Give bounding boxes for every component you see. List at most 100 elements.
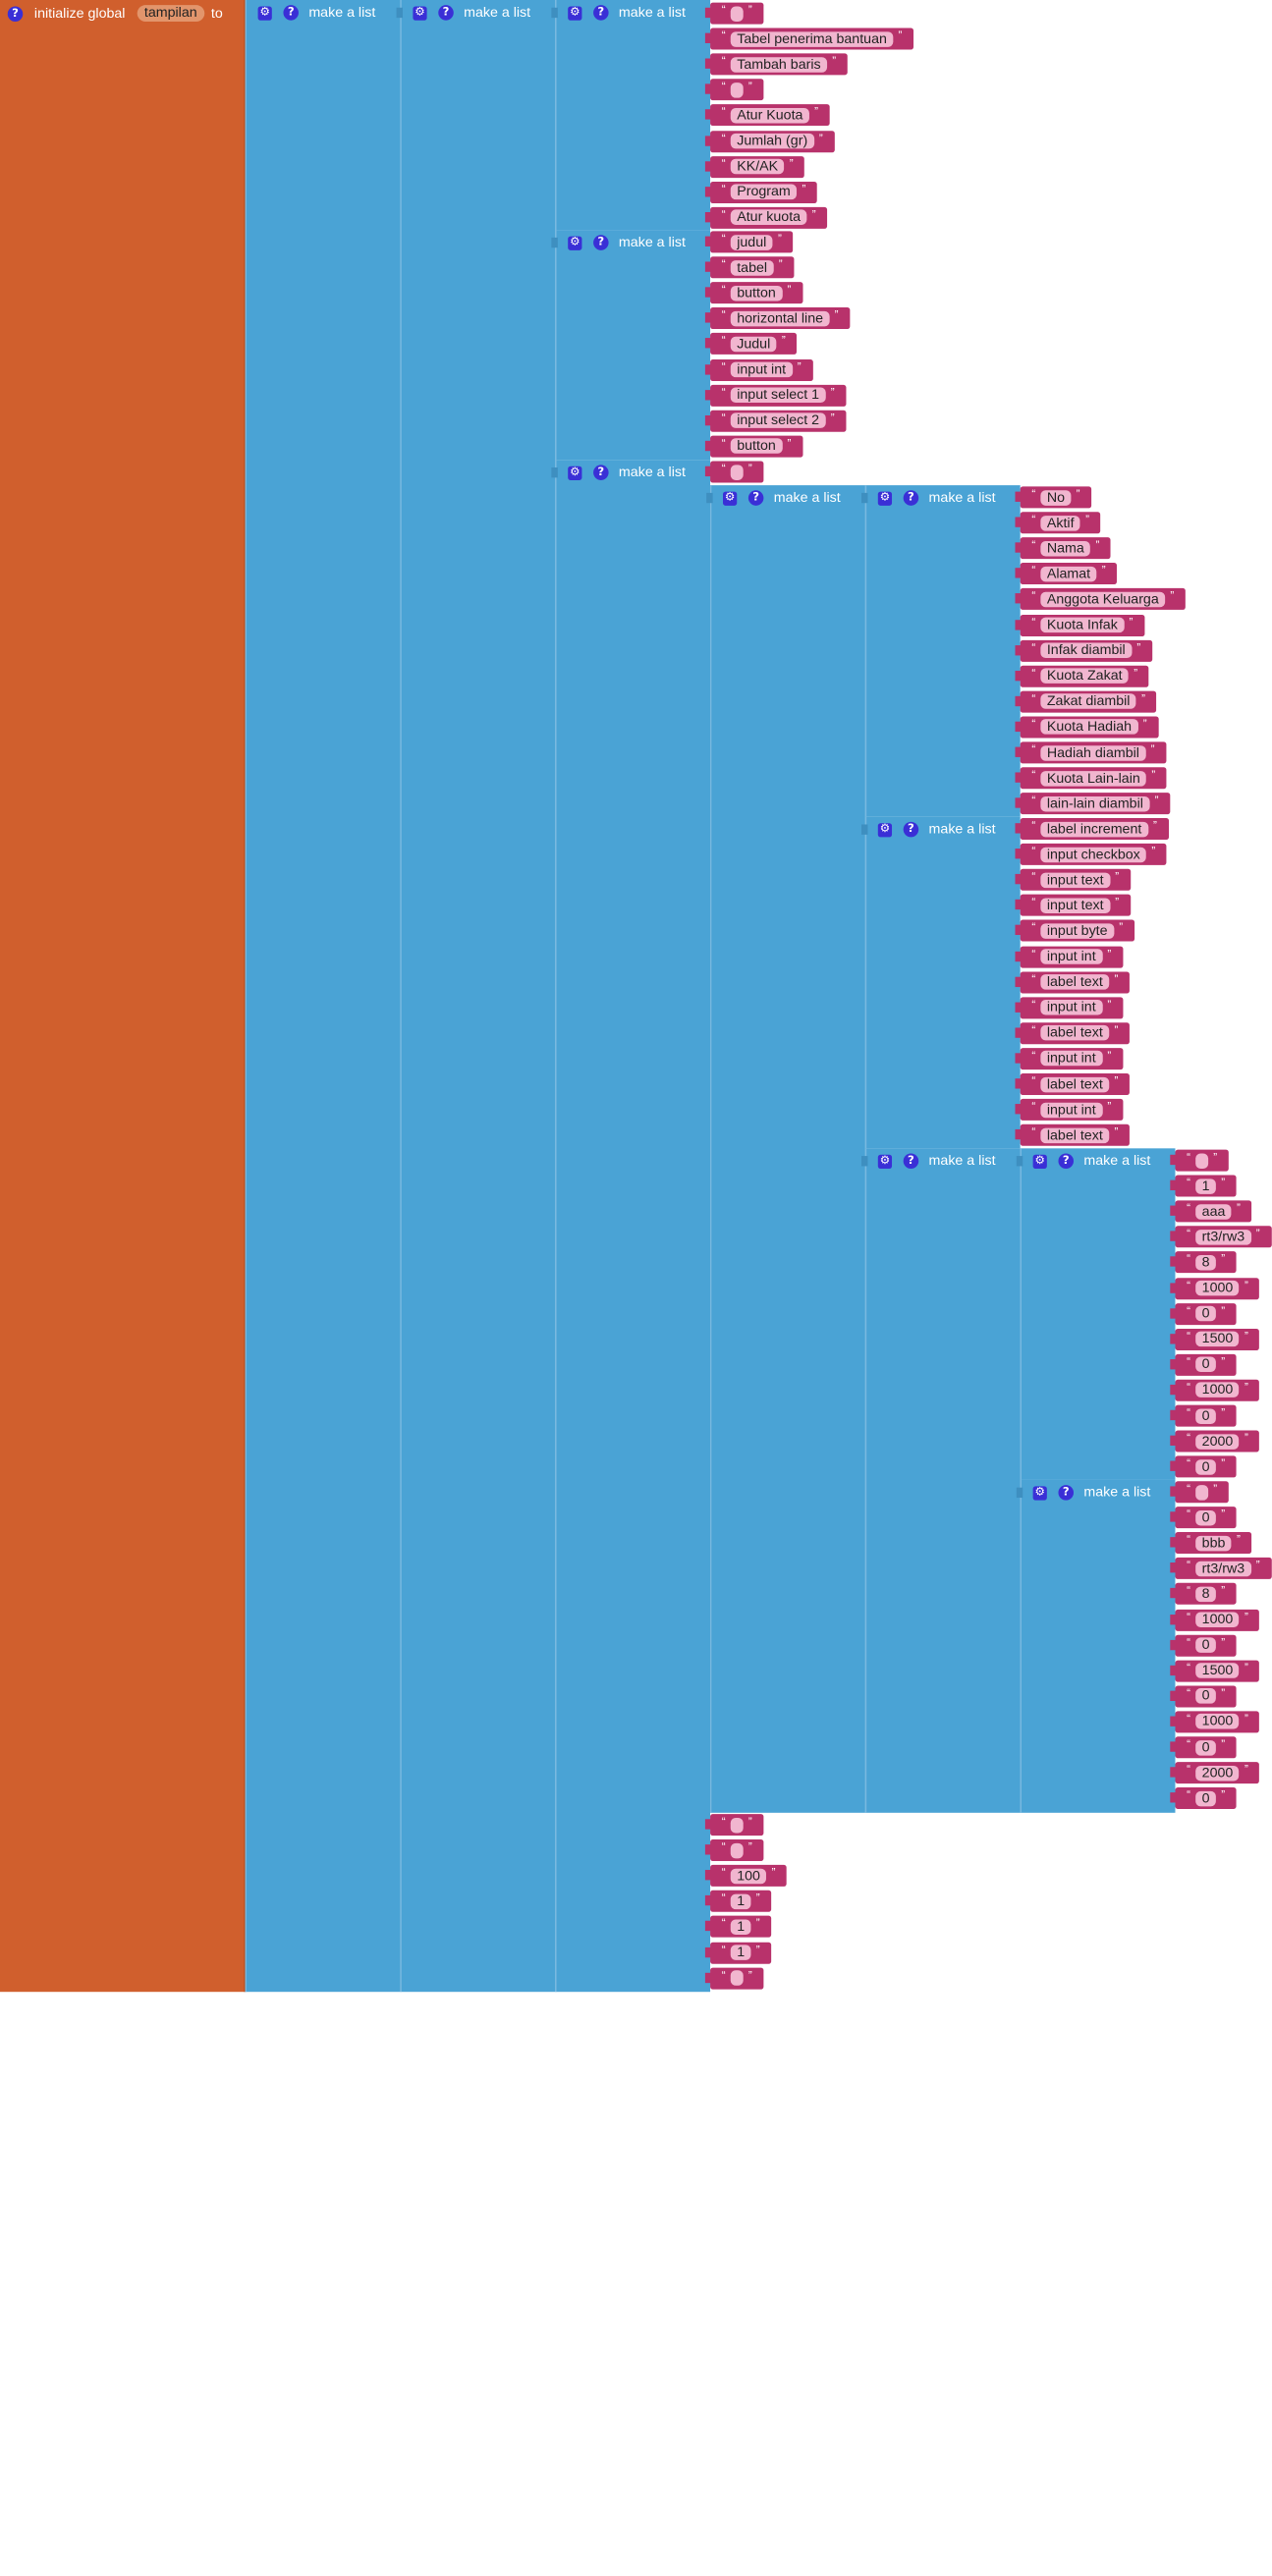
text-string-block[interactable]: “ No ” bbox=[1015, 486, 1092, 509]
help-icon[interactable]: ? bbox=[438, 5, 454, 21]
text-string-block[interactable]: “ Alamat ” bbox=[1015, 563, 1117, 585]
text-string-block[interactable]: “ label text ” bbox=[1015, 1022, 1130, 1044]
text-string-block[interactable]: “ Judul ” bbox=[704, 333, 798, 356]
text-string-block[interactable]: “ Atur kuota ” bbox=[704, 206, 828, 229]
text-string-block[interactable]: “ 8 ” bbox=[1170, 1583, 1237, 1606]
help-icon[interactable]: ? bbox=[593, 5, 609, 21]
text-value-field[interactable] bbox=[1195, 1484, 1209, 1500]
text-string-block[interactable]: “ input int ” bbox=[704, 358, 813, 381]
help-icon[interactable]: ? bbox=[283, 5, 299, 21]
text-string-block[interactable]: “ 1500 ” bbox=[1170, 1328, 1259, 1350]
initialize-global-block[interactable]: ? initialize global tampilan to bbox=[0, 0, 246, 1993]
text-value-field[interactable]: input checkbox bbox=[1040, 847, 1147, 862]
text-string-block[interactable]: “” bbox=[704, 2, 764, 25]
text-string-block[interactable]: “” bbox=[704, 1814, 764, 1836]
text-value-field[interactable]: 2000 bbox=[1195, 1765, 1240, 1781]
text-value-field[interactable]: 0 bbox=[1195, 1739, 1217, 1755]
text-value-field[interactable]: lain-lain diambil bbox=[1040, 795, 1150, 812]
make-a-list-block-2[interactable]: ⚙ ? make a list bbox=[396, 0, 556, 1993]
text-string-block[interactable]: “ Program ” bbox=[704, 181, 817, 203]
text-string-block[interactable]: “ 0 ” bbox=[1170, 1736, 1237, 1759]
text-string-block[interactable]: “ input int ” bbox=[1015, 1098, 1124, 1121]
text-value-field[interactable]: rt3/rw3 bbox=[1195, 1561, 1251, 1576]
help-icon[interactable]: ? bbox=[7, 5, 24, 22]
text-value-field[interactable] bbox=[730, 1817, 744, 1833]
text-value-field[interactable]: Hadiah diambil bbox=[1040, 744, 1146, 761]
text-value-field[interactable]: label text bbox=[1040, 974, 1110, 990]
text-string-block[interactable]: “ Aktif ” bbox=[1015, 512, 1101, 534]
text-value-field[interactable]: 0 bbox=[1195, 1407, 1217, 1424]
text-value-field[interactable]: input int bbox=[1040, 1000, 1103, 1015]
text-string-block[interactable]: “” bbox=[704, 1967, 764, 1990]
text-value-field[interactable]: input int bbox=[1040, 949, 1103, 964]
mutator-gear-icon[interactable]: ⚙ bbox=[413, 5, 427, 21]
text-value-field[interactable]: input text bbox=[1040, 872, 1111, 888]
text-value-field[interactable]: 1 bbox=[1195, 1178, 1217, 1194]
text-value-field[interactable]: Nama bbox=[1040, 540, 1091, 557]
make-a-list-block-6b[interactable]: ⚙ ? make a list bbox=[1016, 1479, 1176, 1813]
text-value-field[interactable]: 1000 bbox=[1195, 1280, 1240, 1296]
text-string-block[interactable]: “ lain-lain diambil ” bbox=[1015, 793, 1171, 815]
text-string-block[interactable]: “ input int ” bbox=[1015, 1047, 1124, 1069]
text-value-field[interactable]: 0 bbox=[1195, 1458, 1217, 1475]
text-string-block[interactable]: “ 1 ” bbox=[704, 1942, 772, 1964]
help-icon[interactable]: ? bbox=[903, 1153, 919, 1170]
text-string-block[interactable]: “ input byte ” bbox=[1015, 919, 1135, 942]
text-value-field[interactable]: input int bbox=[1040, 1102, 1103, 1118]
text-string-block[interactable]: “ 1 ” bbox=[704, 1916, 772, 1939]
text-value-field[interactable]: tabel bbox=[730, 259, 774, 276]
make-a-list-block-5b[interactable]: ⚙ ? make a list bbox=[860, 816, 1021, 1149]
text-string-block[interactable]: “ Infak diambil” bbox=[1015, 639, 1153, 662]
text-value-field[interactable]: Kuota Lain-lain bbox=[1040, 770, 1147, 787]
text-string-block[interactable]: “ Jumlah (gr) ” bbox=[704, 130, 835, 152]
text-string-block[interactable]: “ 8 ” bbox=[1170, 1251, 1237, 1274]
text-value-field[interactable]: 1000 bbox=[1195, 1714, 1240, 1729]
text-string-block[interactable]: “ 0 ” bbox=[1170, 1353, 1237, 1376]
text-string-block[interactable]: “ 1000 ” bbox=[1170, 1609, 1259, 1631]
text-value-field[interactable]: input select 2 bbox=[730, 412, 826, 429]
mutator-gear-icon[interactable]: ⚙ bbox=[568, 5, 582, 21]
text-value-field[interactable]: KK/AK bbox=[730, 158, 785, 175]
text-value-field[interactable]: Infak diambil bbox=[1040, 642, 1133, 659]
make-a-list-block-4[interactable]: ⚙ ? make a list bbox=[706, 485, 865, 1813]
help-icon[interactable]: ? bbox=[1058, 1485, 1075, 1501]
text-value-field[interactable]: No bbox=[1040, 489, 1072, 506]
text-value-field[interactable]: 1500 bbox=[1195, 1663, 1240, 1678]
text-value-field[interactable]: 1000 bbox=[1195, 1612, 1240, 1627]
text-value-field[interactable]: Tabel penerima bantuan bbox=[730, 30, 894, 47]
text-string-block[interactable]: “ Anggota Keluarga ” bbox=[1015, 588, 1186, 611]
text-string-block[interactable]: “ 1500 ” bbox=[1170, 1660, 1259, 1682]
text-value-field[interactable]: Tambah baris bbox=[730, 56, 828, 73]
text-string-block[interactable]: “ Atur Kuota ” bbox=[704, 104, 830, 127]
text-string-block[interactable]: “ 0 ” bbox=[1170, 1634, 1237, 1657]
text-value-field[interactable]: Alamat bbox=[1040, 566, 1097, 582]
text-string-block[interactable]: “ 1 ” bbox=[704, 1891, 772, 1913]
text-value-field[interactable]: 0 bbox=[1195, 1509, 1217, 1525]
text-string-block[interactable]: “ Kuota Infak ” bbox=[1015, 614, 1145, 636]
text-value-field[interactable]: 1000 bbox=[1195, 1382, 1240, 1398]
text-value-field[interactable]: label text bbox=[1040, 1025, 1110, 1041]
text-string-block[interactable]: “ label text ” bbox=[1015, 971, 1130, 993]
make-a-list-block-1[interactable]: ⚙ ? make a list bbox=[245, 0, 401, 1993]
help-icon[interactable]: ? bbox=[903, 490, 919, 506]
mutator-gear-icon[interactable]: ⚙ bbox=[1032, 1485, 1047, 1500]
make-a-list-block-3b[interactable]: ⚙ ? make a list bbox=[551, 230, 711, 461]
text-string-block[interactable]: “ input select 1 ” bbox=[704, 384, 847, 407]
text-string-block[interactable]: “ Hadiah diambil ” bbox=[1015, 741, 1167, 764]
text-string-block[interactable]: “ 0 ” bbox=[1170, 1507, 1237, 1529]
text-string-block[interactable]: “” bbox=[1170, 1149, 1229, 1172]
text-value-field[interactable]: 0 bbox=[1195, 1356, 1217, 1373]
text-string-block[interactable]: “ Kuota Hadiah ” bbox=[1015, 716, 1159, 739]
text-value-field[interactable]: Kuota Infak bbox=[1040, 617, 1125, 633]
text-value-field[interactable]: bbb bbox=[1195, 1535, 1232, 1551]
make-a-list-block-3c[interactable]: ⚙ ? make a list bbox=[551, 460, 711, 1993]
mutator-gear-icon[interactable]: ⚙ bbox=[877, 822, 893, 837]
text-value-field[interactable]: button bbox=[730, 438, 783, 455]
text-string-block[interactable]: “ 100 ” bbox=[704, 1865, 787, 1888]
text-value-field[interactable] bbox=[730, 1970, 744, 1986]
mutator-gear-icon[interactable]: ⚙ bbox=[723, 490, 738, 506]
text-value-field[interactable]: 8 bbox=[1195, 1586, 1217, 1602]
text-string-block[interactable]: “ 0 ” bbox=[1170, 1455, 1237, 1478]
text-value-field[interactable]: 0 bbox=[1195, 1688, 1217, 1704]
text-string-block[interactable]: “ Tabel penerima bantuan ” bbox=[704, 27, 914, 50]
